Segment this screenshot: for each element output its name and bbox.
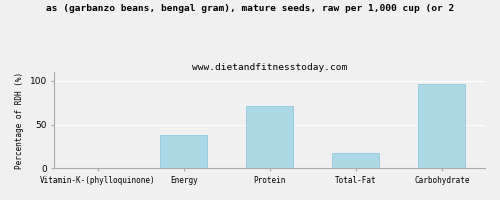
Bar bbox=[418, 84, 466, 168]
Title: www.dietandfitnesstoday.com: www.dietandfitnesstoday.com bbox=[192, 63, 348, 72]
Y-axis label: Percentage of RDH (%): Percentage of RDH (%) bbox=[15, 72, 24, 169]
Text: as (garbanzo beans, bengal gram), mature seeds, raw per 1,000 cup (or 2: as (garbanzo beans, bengal gram), mature… bbox=[46, 4, 454, 13]
Bar bbox=[246, 106, 294, 168]
Bar bbox=[160, 135, 208, 168]
Bar bbox=[332, 153, 380, 168]
